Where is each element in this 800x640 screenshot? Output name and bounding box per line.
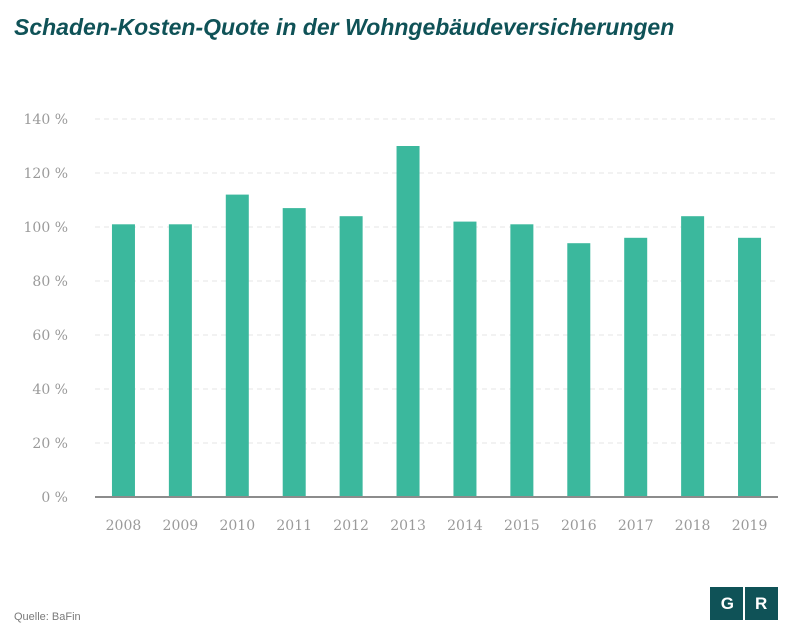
y-tick-label: 20 % <box>32 436 68 452</box>
gr-logo: G R <box>710 587 778 620</box>
bar-2016 <box>567 243 591 497</box>
x-tick-label: 2015 <box>504 518 540 534</box>
y-tick-label: 40 % <box>32 382 68 398</box>
x-tick-label: 2014 <box>447 518 483 534</box>
source-note: Quelle: BaFin <box>14 611 81 623</box>
bar-2011 <box>282 208 306 497</box>
bar-2017 <box>624 237 648 498</box>
y-tick-label: 100 % <box>24 220 68 236</box>
x-tick-label: 2010 <box>219 518 255 534</box>
x-tick-label: 2018 <box>675 518 711 534</box>
bar-2018 <box>681 216 705 497</box>
x-tick-label: 2013 <box>390 518 426 534</box>
x-tick-label: 2009 <box>163 518 199 534</box>
x-tick-label: 2008 <box>106 518 142 534</box>
bar-2009 <box>168 224 192 498</box>
bar-2015 <box>510 224 534 498</box>
y-tick-label: 80 % <box>32 274 68 290</box>
y-tick-label: 140 % <box>24 112 68 128</box>
logo-letter-g: G <box>720 593 734 613</box>
y-tick-label: 120 % <box>24 166 68 182</box>
bars <box>111 146 762 498</box>
bar-2012 <box>339 216 363 497</box>
y-axis-ticks: 0 % 20 % 40 % 60 % 80 % 100 % 120 % 140 % <box>24 112 68 506</box>
chart-title: Schaden-Kosten-Quote in der Wohngebäudev… <box>14 14 675 40</box>
x-tick-label: 2012 <box>333 518 369 534</box>
x-tick-label: 2011 <box>276 518 312 534</box>
x-tick-label: 2016 <box>561 518 597 534</box>
logo-divider <box>743 587 746 620</box>
x-tick-label: 2019 <box>732 518 768 534</box>
y-tick-label: 0 % <box>41 490 68 506</box>
x-tick-label: 2017 <box>618 518 654 534</box>
bar-2013 <box>396 146 420 497</box>
bar-2008 <box>111 224 135 498</box>
gridlines <box>95 118 778 444</box>
y-tick-label: 60 % <box>32 328 68 344</box>
bar-2019 <box>738 237 762 498</box>
logo-letter-r: R <box>754 593 768 613</box>
bar-2010 <box>225 194 249 497</box>
bar-2014 <box>453 221 477 497</box>
x-axis-ticks: 2008 2009 2010 2011 2012 2013 2014 2015 2016 2017… <box>106 518 768 534</box>
